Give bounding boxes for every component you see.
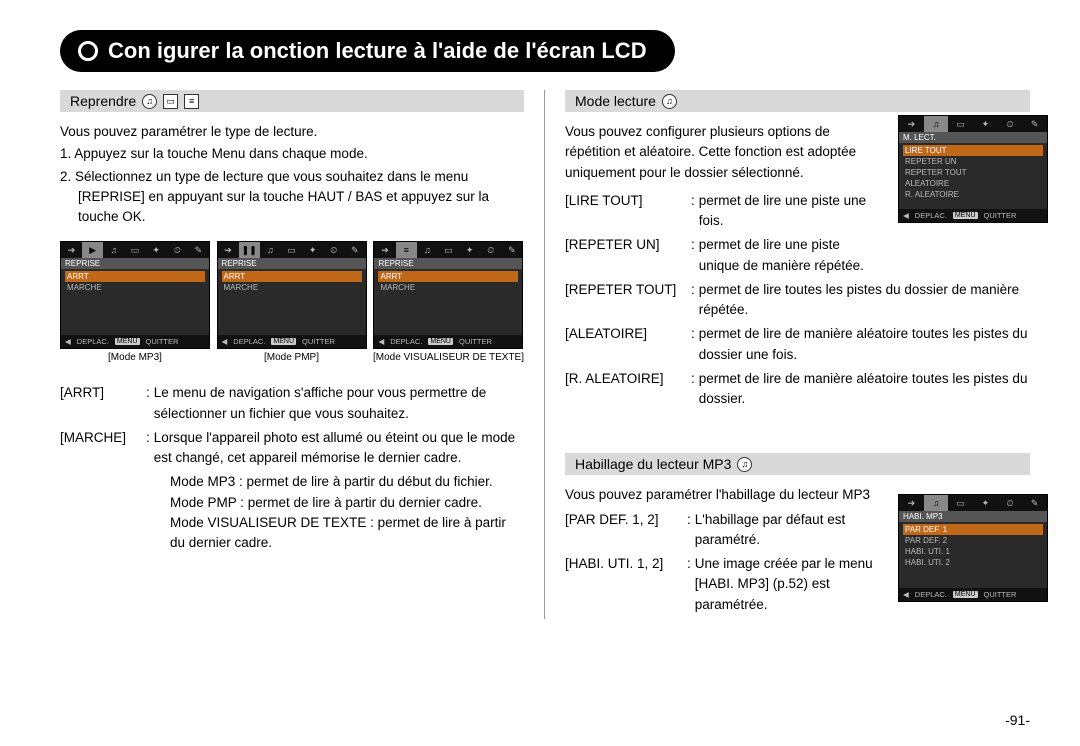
menu-section-label: REPRISE bbox=[374, 258, 522, 269]
modelecture-screenshot: ➔♫▭✦⏲✎ M. LECT. LIRE TOUT REPETER UN REP… bbox=[898, 115, 1048, 223]
section-title: Habillage du lecteur MP3 bbox=[575, 456, 731, 472]
menu-tabbar-1: ➔▶♫▭✦⏲✎ bbox=[61, 242, 209, 258]
section-header-habillage: Habillage du lecteur MP3 ♫ bbox=[565, 453, 1030, 475]
def-sub: Mode MP3 : permet de lire à partir du dé… bbox=[60, 472, 524, 492]
menu-item: MARCHE bbox=[378, 282, 518, 293]
def-desc: Lorsque l'appareil photo est allumé ou é… bbox=[154, 428, 524, 469]
def-term: [ALEATOIRE] bbox=[565, 324, 687, 365]
page-title: Con igurer la onction lecture à l'aide d… bbox=[60, 30, 675, 72]
shot-pmp: ➔❚❚♫▭✦⏲✎ REPRISE ARRT MARCHE ◀DEPLAC.MEN… bbox=[217, 241, 367, 363]
shot-caption: [Mode VISUALISEUR DE TEXTE] bbox=[373, 352, 524, 363]
shot-text: ➔≡♫▭✦⏲✎ REPRISE ARRT MARCHE ◀DEPLAC.MENU… bbox=[373, 241, 524, 363]
def-term: [LIRE TOUT] bbox=[565, 191, 687, 232]
def-desc: L'habillage par défaut est paramétré. bbox=[695, 510, 875, 551]
intro-text: Vous pouvez configurer plusieurs options… bbox=[565, 122, 865, 183]
footer-quit: QUITTER bbox=[146, 337, 179, 346]
habillage-screenshot: ➔♫▭✦⏲✎ HABI. MP3 PAR DEF. 1 PAR DEF. 2 H… bbox=[898, 494, 1048, 602]
footer-quit: QUITTER bbox=[984, 211, 1017, 220]
section-title: Reprendre bbox=[70, 93, 136, 109]
footer-move: DEPLAC. bbox=[915, 590, 947, 599]
def-desc: permet de lire une piste une fois. bbox=[699, 191, 879, 232]
footer-menu-btn: MENU bbox=[953, 212, 978, 219]
def-term: [PAR DEF. 1, 2] bbox=[565, 510, 683, 551]
def-term: [REPETER UN] bbox=[565, 235, 687, 276]
menu-section-label: REPRISE bbox=[61, 258, 209, 269]
left-column: Reprendre ♫ ▭ ≡ Vous pouvez paramétrer l… bbox=[50, 90, 545, 619]
body-text: Vous pouvez paramétrer le type de lectur… bbox=[60, 122, 524, 227]
headphones-icon: ♫ bbox=[142, 94, 157, 109]
text-icon: ≡ bbox=[184, 94, 199, 109]
shot-caption: [Mode PMP] bbox=[264, 352, 319, 363]
intro-text: Vous pouvez paramétrer l'habillage du le… bbox=[565, 485, 885, 505]
page-number: -91- bbox=[1005, 712, 1030, 728]
menu-item: PAR DEF. 2 bbox=[903, 535, 1043, 546]
menu-tabbar-3: ➔≡♫▭✦⏲✎ bbox=[374, 242, 522, 258]
menu-item: MARCHE bbox=[65, 282, 205, 293]
playmode-defs: [LIRE TOUT]:permet de lire une piste une… bbox=[565, 191, 1030, 410]
def-term: [MARCHE] bbox=[60, 428, 142, 469]
shot-caption: [Mode MP3] bbox=[108, 352, 162, 363]
footer-quit: QUITTER bbox=[302, 337, 335, 346]
footer-menu-btn: MENU bbox=[115, 338, 140, 345]
section-title: Mode lecture bbox=[575, 93, 656, 109]
def-sub: Mode VISUALISEUR DE TEXTE : permet de li… bbox=[60, 513, 524, 554]
def-desc: permet de lire de manière aléatoire tout… bbox=[699, 369, 1030, 410]
footer-quit: QUITTER bbox=[984, 590, 1017, 599]
headphones-icon: ♫ bbox=[737, 457, 752, 472]
def-desc: Une image créée par le menu [HABI. MP3] … bbox=[695, 554, 875, 615]
def-desc: permet de lire toutes les pistes du doss… bbox=[699, 280, 1030, 321]
menu-item: HABI. UTI. 1 bbox=[903, 546, 1043, 557]
headphones-icon: ♫ bbox=[662, 94, 677, 109]
section-header-modelecture: Mode lecture ♫ bbox=[565, 90, 1030, 112]
menu-section-label: REPRISE bbox=[218, 258, 366, 269]
menu-item: HABI. UTI. 2 bbox=[903, 557, 1043, 568]
menu-item: ALEATOIRE bbox=[903, 178, 1043, 189]
menu-item: R. ALEATOIRE bbox=[903, 189, 1043, 200]
section-header-reprendre: Reprendre ♫ ▭ ≡ bbox=[60, 90, 524, 112]
shot-mp3: ➔▶♫▭✦⏲✎ REPRISE ARRT MARCHE ◀DEPLAC.MENU… bbox=[60, 241, 210, 363]
menu-item: MARCHE bbox=[222, 282, 362, 293]
menu-section-label: M. LECT. bbox=[899, 132, 1047, 143]
menu-item: REPETER UN bbox=[903, 156, 1043, 167]
intro-text: Vous pouvez paramétrer le type de lectur… bbox=[60, 122, 524, 142]
menu-section-label: HABI. MP3 bbox=[899, 511, 1047, 522]
step-2: 2. Sélectionnez un type de lecture que v… bbox=[60, 167, 524, 228]
footer-move: DEPLAC. bbox=[233, 337, 265, 346]
def-desc: Le menu de navigation s'affiche pour vou… bbox=[154, 383, 524, 424]
menu-item: REPETER TOUT bbox=[903, 167, 1043, 178]
footer-menu-btn: MENU bbox=[271, 338, 296, 345]
footer-move: DEPLAC. bbox=[915, 211, 947, 220]
menu-item: ARRT bbox=[378, 271, 518, 282]
def-desc: permet de lire de manière aléatoire tout… bbox=[699, 324, 1030, 365]
def-term: [REPETER TOUT] bbox=[565, 280, 687, 321]
footer-move: DEPLAC. bbox=[390, 337, 422, 346]
menu-item: ARRT bbox=[65, 271, 205, 282]
footer-menu-btn: MENU bbox=[953, 591, 978, 598]
def-sub: Mode PMP : permet de lire à partir du de… bbox=[60, 493, 524, 513]
menu-item: PAR DEF. 1 bbox=[903, 524, 1043, 535]
footer-move: DEPLAC. bbox=[77, 337, 109, 346]
footer-menu-btn: MENU bbox=[428, 338, 453, 345]
menu-tabbar-2: ➔❚❚♫▭✦⏲✎ bbox=[218, 242, 366, 258]
screen-icon: ▭ bbox=[163, 94, 178, 109]
def-term: [HABI. UTI. 1, 2] bbox=[565, 554, 683, 615]
menu-item: LIRE TOUT bbox=[903, 145, 1043, 156]
def-desc: permet de lire une piste unique de maniè… bbox=[699, 235, 879, 276]
definitions-arrt-marche: [ARRT] : Le menu de navigation s'affiche… bbox=[60, 383, 524, 553]
def-term: [ARRT] bbox=[60, 383, 142, 424]
screenshots-row: ➔▶♫▭✦⏲✎ REPRISE ARRT MARCHE ◀DEPLAC.MENU… bbox=[60, 241, 524, 363]
menu-item: ARRT bbox=[222, 271, 362, 282]
def-term: [R. ALEATOIRE] bbox=[565, 369, 687, 410]
step-1: 1. Appuyez sur la touche Menu dans chaqu… bbox=[60, 144, 524, 164]
footer-quit: QUITTER bbox=[459, 337, 492, 346]
